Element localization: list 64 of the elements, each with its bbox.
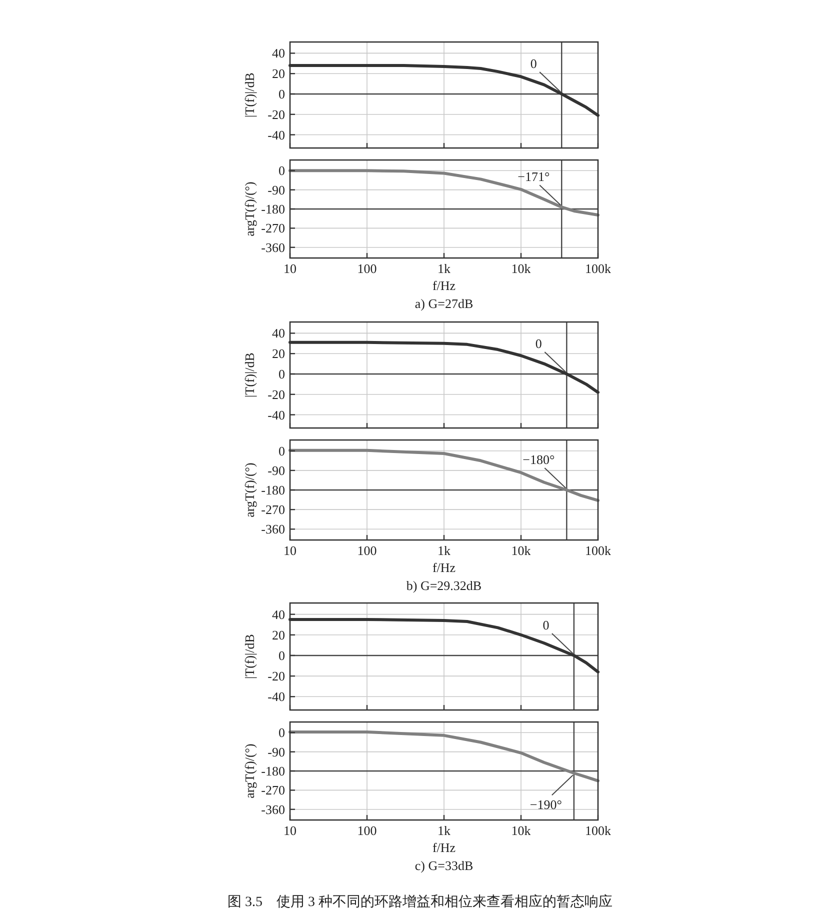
annotation: 0 xyxy=(542,617,550,632)
x-tick-label: 100 xyxy=(357,543,377,558)
text: b) G=29.32dB xyxy=(406,578,482,593)
y-tick-label: -20 xyxy=(268,668,285,684)
y-tick-label: -180 xyxy=(261,202,285,216)
y-tick-label: 20 xyxy=(272,627,285,642)
y-tick-label: -360 xyxy=(261,240,285,255)
x-tick-label: 10k xyxy=(511,543,532,558)
y-tick-label: 20 xyxy=(272,346,285,362)
y-tick-label: -270 xyxy=(261,782,285,798)
y-tick-label: -270 xyxy=(261,220,285,236)
x-tick-label: 10k xyxy=(511,823,532,838)
x-tick-label: 100k xyxy=(585,543,612,558)
x-tick-label: 10 xyxy=(284,261,296,276)
y-tick-label: 0 xyxy=(278,86,285,102)
annotation: −180° xyxy=(522,452,555,467)
y-tick-label: -90 xyxy=(268,182,285,198)
y-axis-title: |T(f)|/dB xyxy=(242,634,257,679)
y-axis-title: argT(f)/(°) xyxy=(242,744,257,798)
y-tick-label: -20 xyxy=(268,386,285,402)
x-tick-label: 100 xyxy=(357,261,377,276)
y-tick-label: -40 xyxy=(268,689,285,704)
x-tick-label: 10 xyxy=(284,823,296,838)
x-tick-label: 10 xyxy=(284,543,296,558)
y-tick-label: -40 xyxy=(268,127,285,142)
y-tick-label: -90 xyxy=(268,744,285,760)
y-tick-label: -180 xyxy=(261,764,285,778)
y-axis-title: |T(f)|/dB xyxy=(242,72,257,118)
annotation: −190° xyxy=(530,797,562,812)
x-tick-label: 100k xyxy=(585,261,612,276)
y-tick-label: 0 xyxy=(278,163,285,178)
x-axis-title: f/Hz xyxy=(432,560,456,575)
annotation: 0 xyxy=(535,336,542,351)
annotation: −171° xyxy=(518,169,550,184)
y-tick-label: 20 xyxy=(272,66,285,82)
y-tick-label: 40 xyxy=(272,326,285,341)
x-tick-label: 10k xyxy=(511,261,532,276)
annotation: 0 xyxy=(530,56,537,71)
y-tick-label: 40 xyxy=(272,46,285,61)
y-tick-label: -180 xyxy=(261,482,285,498)
y-tick-label: 0 xyxy=(278,648,285,663)
y-axis-title: argT(f)/(°) xyxy=(242,462,257,518)
text: c) G=33dB xyxy=(414,858,474,873)
x-tick-label: 1k xyxy=(438,543,451,558)
x-axis-title: f/Hz xyxy=(432,840,456,855)
x-axis-title: f/Hz xyxy=(432,278,456,293)
y-tick-label: -360 xyxy=(261,802,285,817)
y-tick-label: -270 xyxy=(261,502,285,518)
y-tick-label: 0 xyxy=(278,366,285,382)
y-tick-label: -360 xyxy=(261,522,285,537)
y-tick-label: -40 xyxy=(268,407,285,422)
y-tick-label: 0 xyxy=(278,443,285,458)
y-tick-label: 0 xyxy=(278,725,285,740)
y-axis-title: |T(f)|/dB xyxy=(242,352,257,398)
y-tick-label: -20 xyxy=(268,106,285,122)
x-tick-label: 100k xyxy=(585,823,612,838)
text: a) G=27dB xyxy=(414,296,474,311)
x-tick-label: 1k xyxy=(438,261,451,276)
y-axis-title: argT(f)/(°) xyxy=(242,182,257,236)
y-tick-label: -90 xyxy=(268,462,285,478)
x-tick-label: 100 xyxy=(357,823,377,838)
y-tick-label: 40 xyxy=(272,606,285,622)
x-tick-label: 1k xyxy=(438,823,451,838)
caption: 图 3.5 使用 3 种不同的环路增益和相位来查看相应的暂态响应 xyxy=(228,894,612,910)
